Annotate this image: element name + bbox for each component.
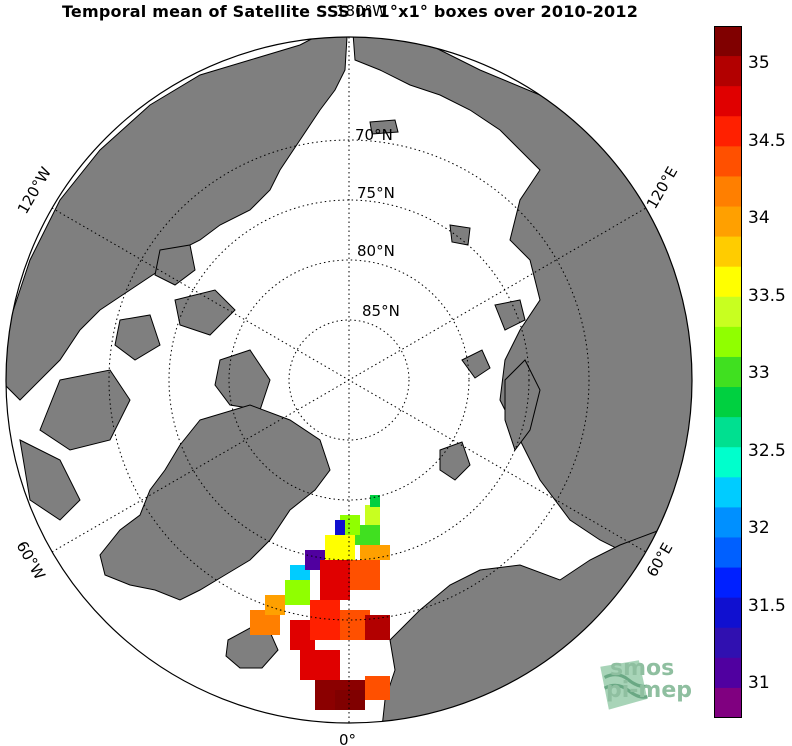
colorbar-swatch [714,86,742,117]
colorbar-tick: 33 [748,363,770,383]
map-boundary [5,36,693,724]
colorbar-tick: 34.5 [748,131,786,151]
colorbar-swatch [714,567,742,599]
colorbar-tick: 32.5 [748,441,786,461]
colorbar-tick: 34 [748,208,770,228]
colorbar-swatch [714,477,742,508]
colorbar-tick: 31.5 [748,596,786,616]
colorbar-swatch [714,627,742,659]
lon-label-60w: 60°W [13,538,49,583]
colorbar-swatch [714,356,742,388]
colorbar-swatch [714,56,742,87]
colorbar-swatch [714,116,742,147]
polar-map: 70°N 75°N 80°N 85°N 180°W 0° 120°W 120°E… [5,2,693,746]
lat-label-85: 85°N [362,302,400,320]
colorbar-swatch [714,657,742,689]
colorbar-tick: 32 [748,518,770,538]
lat-label-75: 75°N [357,184,395,202]
colorbar-swatch [714,236,742,268]
colorbar-swatch [714,26,742,57]
colorbar-frame [714,26,742,718]
colorbar-swatch [714,387,742,418]
colorbar-swatch [714,687,742,718]
lon-label-180w: 180°W [336,2,387,20]
land-masses [6,37,692,723]
lon-label-0: 0° [339,731,356,746]
colorbar-swatch [714,296,742,328]
lat-label-80: 80°N [357,242,395,260]
colorbar-swatch [714,447,742,478]
lon-label-120e: 120°E [643,164,681,212]
smos-logo-icon [600,660,648,710]
lon-label-120w: 120°W [14,164,55,217]
sss-data-boxes [250,495,390,710]
colorbar-swatch [714,326,742,358]
colorbar-swatch [714,507,742,538]
colorbar-swatch [714,206,742,238]
colorbar-tick: 33.5 [748,286,786,306]
colorbar-swatch [714,176,742,208]
logo-text-smos: smos [610,656,675,681]
colorbar-swatch [714,597,742,629]
graticule [51,37,647,723]
colorbar-swatch [714,417,742,448]
map-title: Temporal mean of Satellite SSS in 1°x1° … [61,2,639,21]
colorbar-tick: 31 [748,673,770,693]
colorbar-tick: 35 [748,53,770,73]
logo-text-pimep: pi-mep [606,678,693,703]
colorbar-swatch [714,146,742,177]
colorbar-swatch [714,266,742,298]
colorbar [714,26,742,718]
lat-label-70: 70°N [355,126,393,144]
colorbar-swatch [714,537,742,569]
